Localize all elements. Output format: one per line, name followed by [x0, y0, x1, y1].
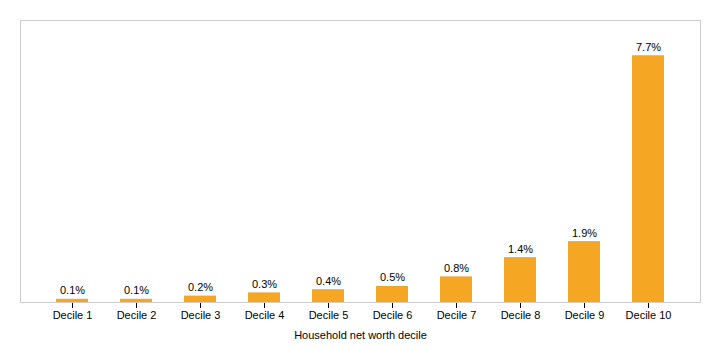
svg-text:Household net worth decile: Household net worth decile	[294, 329, 427, 341]
svg-text:1.9%: 1.9%	[572, 227, 597, 239]
svg-text:Decile 8: Decile 8	[501, 309, 541, 321]
svg-text:Decile 10: Decile 10	[626, 309, 672, 321]
svg-text:0.5%: 0.5%	[380, 271, 405, 283]
svg-text:0.1%: 0.1%	[124, 284, 149, 296]
svg-text:1.4%: 1.4%	[508, 243, 533, 255]
svg-text:Decile 9: Decile 9	[565, 309, 605, 321]
svg-text:0.8%: 0.8%	[444, 262, 469, 274]
svg-text:Decile 5: Decile 5	[309, 309, 349, 321]
svg-text:Decile 6: Decile 6	[373, 309, 413, 321]
svg-text:0.2%: 0.2%	[188, 281, 213, 293]
svg-text:Decile 1: Decile 1	[53, 309, 93, 321]
svg-text:7.7%: 7.7%	[636, 41, 661, 53]
svg-text:0.1%: 0.1%	[60, 284, 85, 296]
svg-text:Decile 3: Decile 3	[181, 309, 221, 321]
svg-text:Decile 2: Decile 2	[117, 309, 157, 321]
svg-text:0.3%: 0.3%	[252, 278, 277, 290]
svg-text:0.4%: 0.4%	[316, 275, 341, 287]
svg-text:Decile 7: Decile 7	[437, 309, 477, 321]
svg-text:Decile 4: Decile 4	[245, 309, 285, 321]
